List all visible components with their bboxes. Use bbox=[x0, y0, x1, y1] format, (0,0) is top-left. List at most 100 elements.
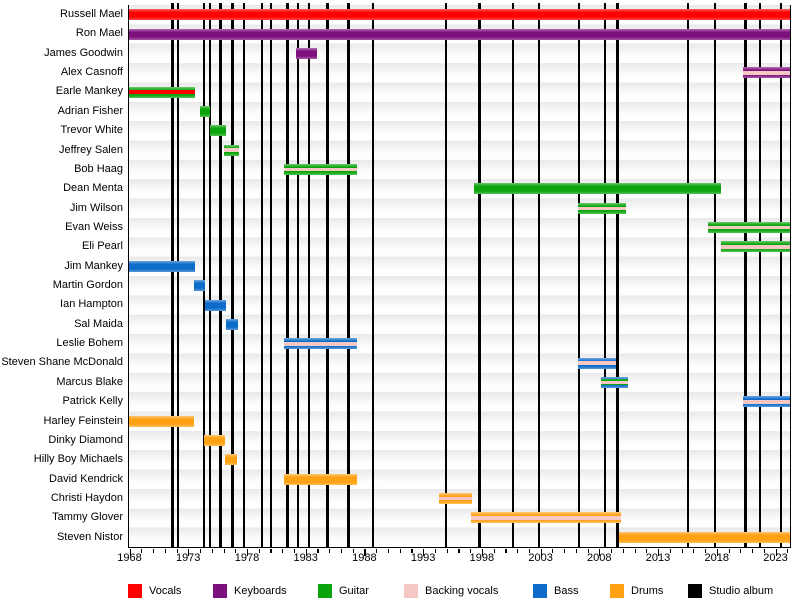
member-bar bbox=[284, 473, 357, 485]
member-label: Hilly Boy Michaels bbox=[33, 453, 123, 466]
member-label: James Goodwin bbox=[44, 46, 123, 59]
member-bar bbox=[224, 144, 240, 156]
member-label: Evan Weiss bbox=[65, 220, 123, 233]
backing-vocals-stripe bbox=[601, 380, 629, 384]
member-label: Jeffrey Salen bbox=[58, 143, 123, 156]
member-bar bbox=[129, 415, 195, 427]
member-label: Dinky Diamond bbox=[48, 433, 123, 446]
x-axis-minor-tick bbox=[141, 548, 143, 553]
member-label: Jim Wilson bbox=[69, 201, 123, 214]
member-bar bbox=[618, 531, 791, 543]
legend-label: Bass bbox=[554, 585, 579, 597]
backing-vocals-stripe bbox=[284, 342, 357, 346]
studio-album-line bbox=[603, 3, 606, 547]
studio-album-line bbox=[307, 3, 310, 547]
x-axis-tick-label: 2003 bbox=[528, 552, 553, 564]
member-bar bbox=[129, 86, 195, 98]
member-label: David Kendrick bbox=[49, 472, 123, 485]
x-axis-minor-tick bbox=[763, 548, 765, 553]
legend-item-keyboards: Keyboards bbox=[213, 584, 287, 599]
x-axis-tick-label: 1973 bbox=[175, 552, 201, 564]
x-axis-tick-label: 1983 bbox=[293, 552, 318, 564]
x-axis-minor-tick bbox=[564, 548, 566, 553]
x-axis-minor-tick bbox=[164, 548, 166, 553]
studio-album-swatch bbox=[688, 584, 702, 598]
legend-item-guitar: Guitar bbox=[318, 584, 369, 599]
x-axis-minor-tick bbox=[258, 548, 260, 553]
member-bar bbox=[577, 202, 627, 214]
x-axis-minor-tick bbox=[752, 548, 754, 553]
x-axis-minor-tick bbox=[705, 548, 707, 553]
drums-swatch bbox=[610, 584, 624, 598]
member-label: Steven Shane McDonald bbox=[1, 356, 123, 369]
member-label: Sal Maida bbox=[74, 317, 123, 330]
x-axis-minor-tick bbox=[646, 548, 648, 553]
member-bar bbox=[204, 435, 226, 447]
x-axis-minor-tick bbox=[787, 548, 789, 553]
x-axis-major-tick bbox=[775, 548, 777, 556]
x-axis-major-tick bbox=[599, 548, 601, 556]
backing-vocals-stripe bbox=[439, 496, 472, 501]
studio-album-line bbox=[286, 3, 289, 547]
backing-vocals-stripe bbox=[721, 245, 790, 249]
member-bar bbox=[577, 357, 617, 369]
member-bar bbox=[284, 338, 357, 350]
x-axis-minor-tick bbox=[740, 548, 742, 553]
member-label: Adrian Fisher bbox=[57, 104, 123, 117]
x-axis-minor-tick bbox=[235, 548, 237, 553]
studio-album-line bbox=[537, 3, 541, 547]
x-axis-major-tick bbox=[247, 548, 249, 556]
x-axis-minor-tick bbox=[470, 548, 472, 553]
member-label: Leslie Bohem bbox=[56, 337, 123, 350]
legend-item-vocals: Vocals bbox=[128, 584, 181, 599]
legend-label: Keyboards bbox=[234, 585, 287, 597]
backing-vocals-stripe bbox=[284, 167, 357, 172]
member-bar bbox=[721, 241, 790, 253]
backing-vocals-stripe bbox=[743, 71, 790, 75]
member-label: Marcus Blake bbox=[56, 375, 123, 388]
studio-album-line bbox=[478, 3, 481, 547]
studio-album-line bbox=[203, 3, 206, 547]
member-label: Trevor White bbox=[60, 124, 123, 137]
member-bar bbox=[295, 47, 317, 59]
x-axis-minor-tick bbox=[587, 548, 589, 553]
x-axis-major-tick bbox=[481, 548, 484, 556]
x-axis-minor-tick bbox=[411, 548, 413, 553]
x-axis-tick-label: 2008 bbox=[587, 552, 612, 564]
member-bar bbox=[209, 125, 227, 137]
member-label: Jim Mankey bbox=[64, 259, 123, 272]
x-axis-minor-tick bbox=[517, 548, 519, 553]
x-axis-major-tick bbox=[364, 548, 366, 556]
studio-album-line bbox=[219, 3, 222, 547]
studio-album-line bbox=[347, 3, 350, 547]
x-axis-tick-label: 1998 bbox=[469, 552, 495, 564]
legend-label: Studio album bbox=[709, 585, 774, 597]
member-label: Bob Haag bbox=[74, 162, 123, 175]
x-axis-minor-tick bbox=[282, 548, 284, 553]
x-axis-minor-tick bbox=[270, 548, 272, 553]
member-bar bbox=[193, 280, 205, 292]
member-bar bbox=[601, 376, 629, 388]
x-axis-minor-tick bbox=[634, 548, 636, 553]
legend-label: Guitar bbox=[339, 585, 369, 597]
studio-album-line bbox=[713, 3, 717, 547]
member-label: Eli Pearl bbox=[82, 240, 123, 253]
member-labels-column: Russell Mael Ron Mael James Goodwin Alex Ca… bbox=[0, 5, 123, 547]
member-label: Patrick Kelly bbox=[62, 395, 123, 408]
studio-album-line bbox=[260, 3, 263, 547]
x-axis-tick-label: 1993 bbox=[410, 552, 436, 564]
x-axis-minor-tick bbox=[376, 548, 378, 553]
legend-label: Drums bbox=[631, 585, 664, 597]
x-axis-major-tick bbox=[305, 548, 307, 556]
member-bar bbox=[129, 9, 790, 21]
guitar-swatch bbox=[318, 584, 332, 598]
x-axis-minor-tick bbox=[176, 548, 178, 553]
member-label: Russell Mael bbox=[60, 8, 123, 20]
member-bar bbox=[470, 512, 622, 524]
backing-vocals-stripe bbox=[577, 206, 626, 211]
member-label: Dean Menta bbox=[63, 182, 123, 195]
x-axis-minor-tick bbox=[728, 548, 730, 553]
vocals-stripe bbox=[129, 90, 195, 94]
x-axis-minor-tick bbox=[505, 548, 507, 553]
